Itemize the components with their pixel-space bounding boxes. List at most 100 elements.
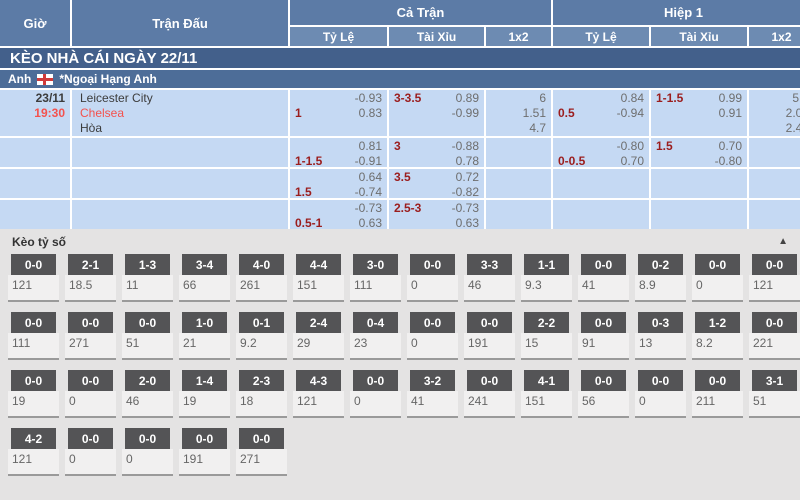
score-label: 2-3: [239, 370, 284, 391]
score-box[interactable]: 0-0 121: [749, 254, 800, 302]
ft-1x2-cell[interactable]: 6 1.51 4.7: [486, 90, 551, 136]
score-box[interactable]: 0-0 41: [578, 254, 629, 302]
score-box[interactable]: 0-0 221: [749, 312, 800, 360]
ft-overunder-cell[interactable]: 3.5 0.72 -0.82: [389, 169, 484, 198]
score-odds: 29: [293, 333, 344, 360]
score-label: 0-0: [239, 428, 284, 449]
h1-overunder-cell[interactable]: 1-1.5 0.99 0.91: [651, 90, 747, 136]
odds-table-header: Giờ Trận Đấu Cả Trận Hiệp 1 Tỷ Lệ Tài Xỉ…: [0, 0, 800, 46]
league-country: Anh: [8, 72, 32, 86]
score-box[interactable]: 2-3 18: [236, 370, 287, 418]
score-box[interactable]: 4-4 151: [293, 254, 344, 302]
score-label: 0-0: [353, 370, 398, 391]
score-box[interactable]: 1-0 21: [179, 312, 230, 360]
score-box[interactable]: 0-0 51: [122, 312, 173, 360]
score-odds: 121: [8, 275, 59, 302]
h1-1x2-cell[interactable]: 5.22.052.48: [749, 90, 800, 136]
score-box[interactable]: 0-0 121: [8, 254, 59, 302]
score-box[interactable]: 2-1 18.5: [65, 254, 116, 302]
ft-overunder-cell[interactable]: 3-3.5 0.89 -0.99: [389, 90, 484, 136]
score-label: 0-0: [68, 370, 113, 391]
score-box[interactable]: 0-0 56: [578, 370, 629, 418]
score-box[interactable]: 2-4 29: [293, 312, 344, 360]
score-box[interactable]: 0-0 111: [8, 312, 59, 360]
score-box[interactable]: 1-2 8.2: [692, 312, 743, 360]
score-box[interactable]: 3-4 66: [179, 254, 230, 302]
score-label: 0-0: [467, 312, 512, 333]
score-box[interactable]: 2-2 15: [521, 312, 572, 360]
collapse-arrow-icon[interactable]: ▲: [778, 236, 788, 247]
score-label: 0-0: [410, 254, 455, 275]
ft-overunder-cell[interactable]: 2.5-3 -0.73 0.63: [389, 200, 484, 229]
empty-odds-cell: [553, 200, 649, 229]
match-time-cell: 23/11 19:30: [0, 90, 70, 136]
ft-overunder-cell[interactable]: 3 -0.88 0.78: [389, 138, 484, 167]
score-box[interactable]: 4-3 121: [293, 370, 344, 418]
score-box[interactable]: 0-0 241: [464, 370, 515, 418]
score-box[interactable]: 4-0 261: [236, 254, 287, 302]
score-box[interactable]: 0-0 19: [8, 370, 59, 418]
h1-handicap-cell[interactable]: -0.80 0-0.5 0.70: [553, 138, 649, 167]
h1-overunder-cell[interactable]: 1.5 0.70 -0.80: [651, 138, 747, 167]
score-box[interactable]: 1-4 19: [179, 370, 230, 418]
score-box[interactable]: 3-3 46: [464, 254, 515, 302]
score-box[interactable]: 0-0 0: [407, 312, 458, 360]
score-odds: 111: [350, 275, 401, 302]
score-box[interactable]: 0-0 91: [578, 312, 629, 360]
score-box[interactable]: 0-0 0: [692, 254, 743, 302]
ft-handicap-cell[interactable]: -0.93 1 0.83: [290, 90, 387, 136]
ft-handicap-cell[interactable]: 0.81 1-1.5 -0.91: [290, 138, 387, 167]
score-box[interactable]: 2-0 46: [122, 370, 173, 418]
score-label: 0-0: [467, 370, 512, 391]
score-box[interactable]: 0-4 23: [350, 312, 401, 360]
score-box[interactable]: 0-0 0: [122, 428, 173, 476]
score-label: 2-1: [68, 254, 113, 275]
score-box[interactable]: 4-2 121: [8, 428, 59, 476]
score-row: 4-2 121 0-0 0 0-0 0 0-0 191 0-0 271: [0, 428, 800, 476]
score-box[interactable]: 3-1 51: [749, 370, 800, 418]
empty-match-cell: [72, 200, 288, 229]
score-box[interactable]: 4-1 151: [521, 370, 572, 418]
score-row: 0-0 111 0-0 271 0-0 51 1-0 21 0-1 9.2 2-4 29 0-4 23 0-…: [0, 312, 800, 360]
score-odds: 261: [236, 275, 287, 302]
draw-label: Hòa: [80, 121, 103, 135]
league-band[interactable]: Anh *Ngoại Hạng Anh: [0, 68, 800, 88]
score-odds: 41: [578, 275, 629, 302]
ft-handicap-cell[interactable]: -0.73 0.5-1 0.63: [290, 200, 387, 229]
score-box[interactable]: 0-0 0: [635, 370, 686, 418]
score-label: 0-0: [752, 254, 797, 275]
score-box[interactable]: 0-3 13: [635, 312, 686, 360]
score-box[interactable]: 3-2 41: [407, 370, 458, 418]
ft-1x2-cell: [486, 138, 551, 167]
score-odds: 191: [179, 449, 230, 476]
score-section-header[interactable]: Kèo tỷ số ▲: [0, 229, 800, 254]
score-odds: 121: [749, 275, 800, 302]
score-box[interactable]: 0-0 0: [65, 370, 116, 418]
score-box[interactable]: 1-3 11: [122, 254, 173, 302]
score-box[interactable]: 0-0 271: [65, 312, 116, 360]
match-teams-cell[interactable]: Leicester City Chelsea Hòa: [72, 90, 288, 136]
score-label: 0-0: [125, 312, 170, 333]
score-box[interactable]: 0-0 0: [65, 428, 116, 476]
score-box[interactable]: 3-0 111: [350, 254, 401, 302]
ft-handicap-cell[interactable]: 0.64 1.5 -0.74: [290, 169, 387, 198]
empty-time-cell: [0, 138, 70, 167]
score-odds: 151: [293, 275, 344, 302]
score-box[interactable]: 0-0 0: [350, 370, 401, 418]
score-box[interactable]: 0-0 191: [179, 428, 230, 476]
h1-handicap-cell[interactable]: 0.84 0.5 -0.94: [553, 90, 649, 136]
score-odds: 121: [293, 391, 344, 418]
score-odds: 66: [179, 275, 230, 302]
score-label: 3-3: [467, 254, 512, 275]
score-label: 0-0: [695, 254, 740, 275]
score-box[interactable]: 0-1 9.2: [236, 312, 287, 360]
score-box[interactable]: 0-0 211: [692, 370, 743, 418]
score-box[interactable]: 1-1 9.3: [521, 254, 572, 302]
score-box[interactable]: 0-0 271: [236, 428, 287, 476]
score-box[interactable]: 0-2 8.9: [635, 254, 686, 302]
score-label: 2-2: [524, 312, 569, 333]
score-box[interactable]: 0-0 0: [407, 254, 458, 302]
score-label: 0-0: [11, 254, 56, 275]
score-label: 1-3: [125, 254, 170, 275]
score-box[interactable]: 0-0 191: [464, 312, 515, 360]
